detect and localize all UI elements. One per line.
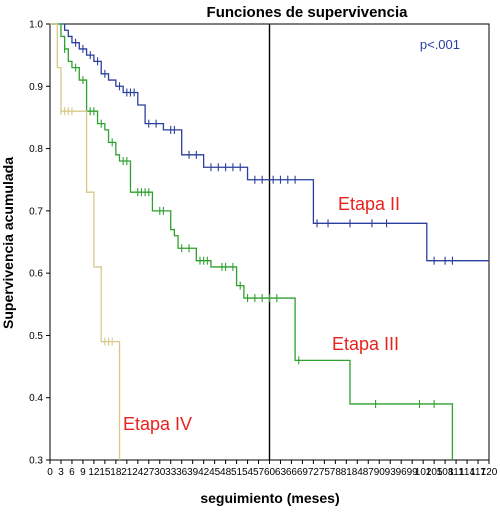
x-axis-label: seguimiento (meses) — [200, 490, 339, 506]
x-tick-label: 60 — [264, 467, 276, 478]
x-tick-label: 6 — [69, 467, 75, 478]
x-tick-label: 3 — [58, 467, 64, 478]
chart-title: Funciones de supervivencia — [207, 4, 409, 21]
x-tick-label: 54 — [242, 467, 254, 478]
y-tick-label: 0.8 — [29, 144, 43, 155]
series-label-etapa-ii: Etapa II — [338, 194, 400, 214]
x-tick-label: 12 — [88, 467, 100, 478]
x-tick-label: 117 — [470, 467, 486, 478]
series-label-etapa-iii: Etapa III — [332, 334, 399, 354]
x-tick-label: 120 — [481, 467, 498, 478]
x-tick-label: 0 — [47, 467, 53, 478]
x-tick-label: 90 — [374, 467, 386, 478]
x-tick-label: 93 — [385, 467, 397, 478]
x-tick-label: 105 — [426, 467, 443, 478]
x-tick-label: 27 — [143, 467, 155, 478]
x-tick-label: 84 — [352, 467, 364, 478]
x-tick-label: 69 — [297, 467, 309, 478]
x-tick-label: 9 — [80, 467, 86, 478]
x-tick-label: 111 — [448, 467, 464, 478]
x-tick-label: 33 — [165, 467, 177, 478]
y-tick-label: 0.6 — [29, 269, 43, 280]
axis-ticks: 0 3 6 9 12 15 18 21 24 27 30 33 36 39 42 45 48 51 54 57 60 63… — [29, 20, 498, 479]
y-tick-label: 1.0 — [29, 20, 43, 31]
x-tick-label: 78 — [330, 467, 342, 478]
x-tick-label: 99 — [407, 467, 419, 478]
x-tick-label: 96 — [396, 467, 408, 478]
x-tick-label: 102 — [415, 467, 432, 478]
x-tick-label: 18 — [110, 467, 122, 478]
y-tick-label: 0.5 — [29, 331, 43, 342]
survival-curve-etapa-iv — [50, 23, 121, 460]
x-tick-label: 48 — [220, 467, 232, 478]
x-tick-label: 75 — [319, 467, 331, 478]
x-tick-label: 57 — [253, 467, 265, 478]
x-tick-label: 63 — [275, 467, 287, 478]
x-tick-label: 66 — [286, 467, 298, 478]
series-label-etapa-iv: Etapa IV — [123, 414, 192, 434]
p-value-annotation: p<.001 — [420, 37, 460, 52]
y-tick-label: 0.4 — [29, 393, 43, 404]
x-tick-label: 42 — [198, 467, 210, 478]
x-tick-label: 51 — [231, 467, 243, 478]
y-axis-label: Supervivencia acumulada — [0, 157, 16, 329]
x-tick-label: 114 — [459, 467, 475, 478]
x-tick-label: 87 — [363, 467, 375, 478]
x-tick-label: 72 — [308, 467, 320, 478]
x-tick-label: 39 — [187, 467, 199, 478]
x-tick-label: 24 — [132, 467, 144, 478]
survival-curves — [50, 23, 489, 460]
survival-curve-etapa-iii — [50, 23, 454, 460]
y-tick-label: 0.9 — [29, 82, 43, 93]
y-tick-label: 0.7 — [29, 206, 43, 217]
x-tick-label: 21 — [121, 467, 133, 478]
x-tick-label: 36 — [176, 467, 188, 478]
x-tick-label: 108 — [437, 467, 454, 478]
x-tick-label: 45 — [209, 467, 221, 478]
y-tick-label: 0.3 — [29, 456, 43, 467]
x-tick-label: 30 — [154, 467, 166, 478]
x-tick-label: 15 — [99, 467, 111, 478]
x-tick-label: 81 — [341, 467, 353, 478]
